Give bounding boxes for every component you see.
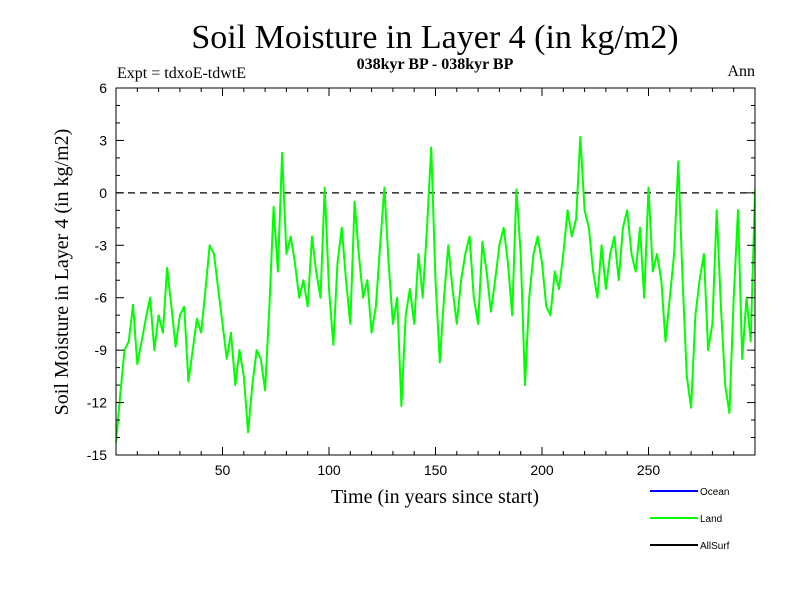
experiment-label: Expt = tdxoE-tdwtE [117, 65, 246, 82]
y-tick-label: -12 [87, 395, 107, 411]
legend-land-label: Land [700, 514, 722, 525]
y-tick-label: 0 [99, 185, 107, 201]
y-tick-label: 6 [99, 80, 107, 96]
chart-title: Soil Moisture in Layer 4 (in kg/m2) [191, 19, 678, 56]
chart-subtitle: 038kyr BP - 038kyr BP [357, 56, 514, 73]
y-tick-label: -15 [87, 447, 107, 463]
x-tick-label: 200 [530, 462, 554, 478]
x-tick-label: 150 [424, 462, 448, 478]
x-tick-label: 100 [317, 462, 341, 478]
x-tick-label: 250 [637, 462, 661, 478]
y-tick-label: -3 [95, 237, 108, 253]
y-axis-label: Soil Moisture in Layer 4 (in kg/m2) [51, 129, 73, 416]
x-axis-label: Time (in years since start) [331, 486, 539, 508]
y-tick-label: 3 [99, 132, 107, 148]
period-label: Ann [727, 63, 755, 80]
legend-allsurf-label: AllSurf [700, 541, 730, 552]
legend-ocean-label: Ocean [700, 487, 729, 498]
legend: Ocean Land AllSurf [650, 487, 730, 552]
x-tick-label: 50 [215, 462, 231, 478]
y-tick-label: -9 [95, 342, 108, 358]
series-line-land [116, 135, 755, 443]
plot-area: 50 100 150 200 250 6 3 0 -3 -6 -9 -12 -15 [87, 80, 756, 478]
y-tick-label: -6 [95, 290, 108, 306]
